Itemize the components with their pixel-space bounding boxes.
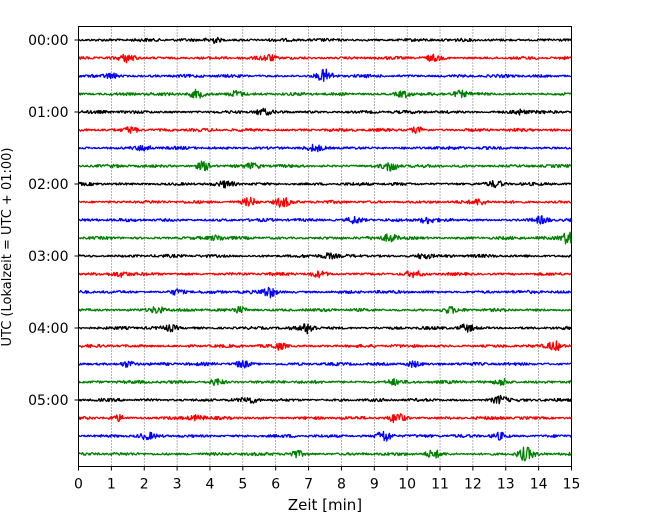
trace-line [78,88,573,99]
trace-line [78,107,572,116]
trace-line [78,215,573,225]
x-tick-label: 2 [140,477,149,493]
y-tick-label: 00:00 [28,33,68,49]
x-tick-label: 6 [271,477,280,493]
trace-line [77,179,572,189]
trace-line [78,360,572,369]
y-tick-label: 05:00 [28,393,68,409]
trace-line [78,270,572,279]
plot-frame [78,26,572,467]
trace-line [78,430,573,442]
x-tick-label: 0 [74,477,83,493]
y-tick-label: 02:00 [28,177,68,193]
x-tick-label: 9 [370,477,379,493]
y-tick-label: 04:00 [28,321,68,337]
y-tick-label: 03:00 [28,249,68,265]
trace-line [77,53,573,64]
y-axis-label: UTC (Lokalzeit = UTC + 01:00) [0,148,15,347]
x-tick-label: 13 [497,477,515,493]
trace-line [78,305,572,314]
x-tick-label: 14 [530,477,548,493]
trace-line [77,143,572,153]
trace-line [78,196,573,208]
trace-line [78,160,573,172]
grid-lines [111,26,539,467]
trace-line [77,446,572,462]
trace-line [78,252,572,260]
trace-line [77,340,572,352]
y-tick-label: 01:00 [28,105,68,121]
x-tick-label: 12 [464,477,482,493]
trace-line [78,377,572,387]
trace-line [78,36,573,44]
trace-line [77,323,572,335]
trace-series [77,36,573,462]
trace-line [78,68,572,82]
x-axis-label: Zeit [min] [288,496,362,514]
x-tick-label: 7 [304,477,313,493]
x-tick-label: 8 [337,477,346,493]
trace-line [77,394,572,405]
trace-line [77,231,573,245]
x-tick-label: 15 [563,477,581,493]
trace-line [78,286,572,299]
x-tick-label: 3 [173,477,182,493]
x-tick-label: 10 [398,477,416,493]
y-axis-ticks: 00:00 01:00 02:00 03:00 04:00 05:00 [28,33,79,409]
x-tick-label: 11 [431,477,449,493]
trace-line [77,413,572,424]
x-tick-label: 1 [107,477,116,493]
x-axis-ticks: 0 1 2 3 4 5 6 7 8 9 10 11 12 13 14 15 [74,466,581,493]
x-tick-label: 4 [206,477,215,493]
x-tick-label: 5 [238,477,247,493]
trace-line [78,126,572,135]
